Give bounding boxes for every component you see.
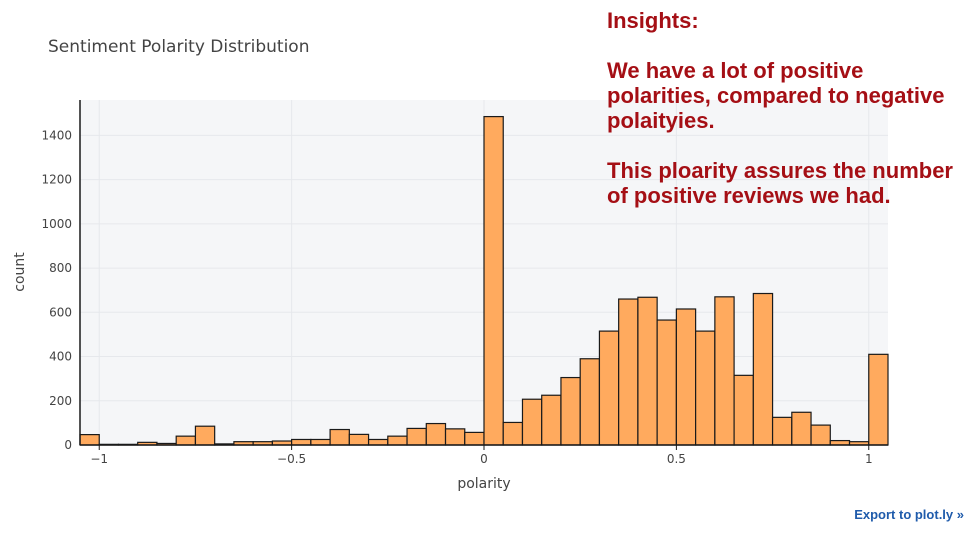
- y-tick-label: 800: [49, 261, 72, 275]
- insights-paragraph-1: We have a lot of positive polarities, co…: [607, 58, 945, 133]
- y-tick-label: 1200: [41, 173, 72, 187]
- histogram-bar: [733, 374, 754, 446]
- x-tick-label: 0: [480, 452, 488, 466]
- histogram-bar: [291, 438, 312, 446]
- histogram-bar: [348, 433, 370, 446]
- histogram-bar: [714, 296, 735, 446]
- histogram-bar: [502, 421, 524, 446]
- histogram-bar: [752, 292, 774, 446]
- histogram-bar: [579, 358, 601, 446]
- x-axis-label: polarity: [457, 476, 510, 492]
- histogram-bar: [464, 431, 485, 446]
- histogram-bar: [425, 422, 447, 446]
- histogram-bar: [444, 428, 466, 446]
- x-tick-label: 0.5: [667, 452, 686, 466]
- histogram-bar: [791, 411, 812, 446]
- y-tick-label: 400: [49, 350, 72, 364]
- histogram-bar: [329, 428, 350, 446]
- axes: [79, 100, 888, 450]
- histogram-bar: [367, 438, 389, 446]
- histogram-bar: [483, 115, 504, 446]
- histogram-bars: [79, 115, 889, 446]
- histogram-bar: [695, 330, 716, 446]
- histogram-bar: [406, 427, 427, 446]
- histogram-bar: [771, 416, 793, 446]
- x-tick-label: 1: [865, 452, 873, 466]
- histogram-bar: [656, 319, 677, 446]
- histogram-bar: [194, 425, 216, 446]
- x-tick-label: −1: [90, 452, 108, 466]
- histogram-bar: [387, 435, 408, 446]
- histogram-bar: [637, 296, 658, 446]
- histogram-bar: [521, 398, 543, 446]
- histogram-bar: [675, 308, 697, 446]
- histogram-bar: [175, 435, 197, 446]
- y-tick-label: 600: [49, 305, 72, 319]
- histogram-bar: [541, 394, 562, 446]
- insights-paragraph-2: This ploarity assures the number of posi…: [607, 158, 953, 208]
- histogram-bar: [618, 298, 639, 446]
- histogram-bar: [598, 330, 620, 446]
- y-axis-label: count: [12, 252, 28, 292]
- histogram-bar: [79, 434, 100, 446]
- x-tick-label: −0.5: [277, 452, 306, 466]
- export-to-plotly-link[interactable]: Export to plot.ly »: [854, 507, 964, 522]
- histogram-bar: [560, 376, 581, 446]
- insights-heading: Insights:: [607, 8, 699, 33]
- tick-labels: 0 200 400 600 800 1000 1200 1400 −1 −0.5 0 0.5 1: [41, 128, 872, 466]
- chart-title: Sentiment Polarity Distribution: [48, 37, 309, 57]
- y-tick-label: 1000: [41, 217, 72, 231]
- insights-annotation: Insights: We have a lot of positive pola…: [607, 8, 967, 208]
- y-tick-label: 0: [64, 438, 72, 452]
- y-tick-label: 1400: [41, 128, 72, 142]
- histogram-bar: [868, 353, 889, 446]
- histogram-bar: [310, 438, 331, 446]
- histogram-bar: [810, 424, 831, 446]
- y-tick-label: 200: [49, 394, 72, 408]
